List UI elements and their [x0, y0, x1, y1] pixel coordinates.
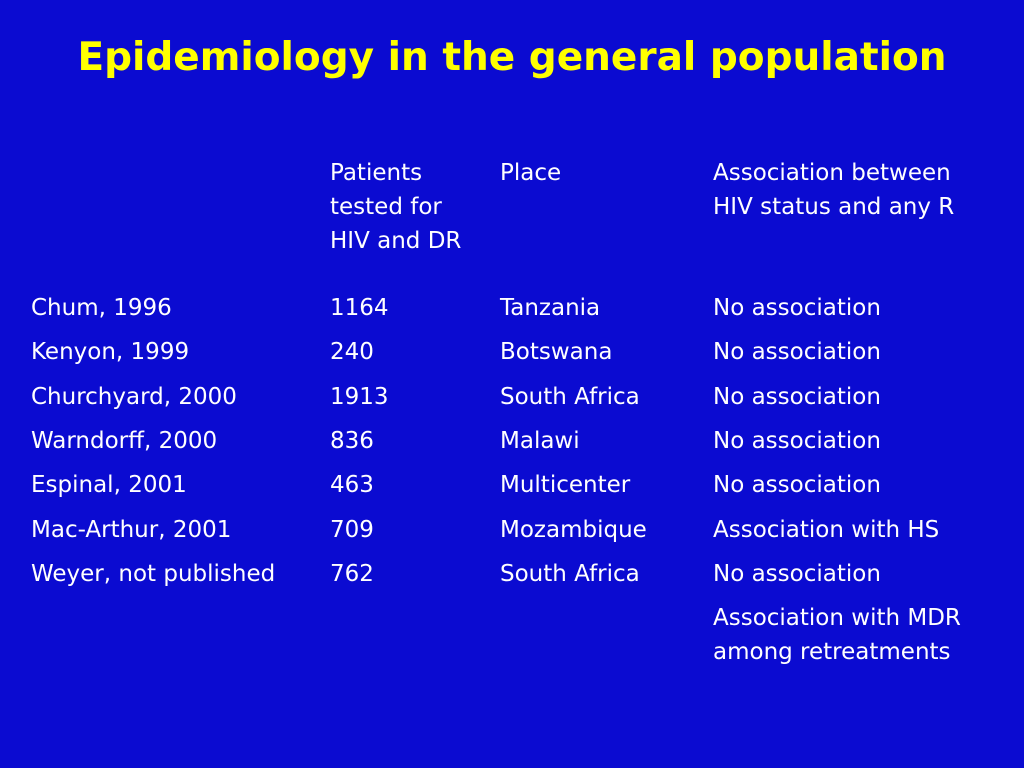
table-row-place: South Africa — [500, 561, 640, 587]
table-row-association: Association with MDR among retreatments — [713, 605, 961, 665]
table-row-place: Tanzania — [500, 295, 601, 321]
table-row-place: South Africa — [500, 384, 640, 410]
table-row-patients: 709 — [330, 517, 374, 543]
table-row-patients: 463 — [330, 472, 374, 498]
table-row-place: Multicenter — [500, 472, 631, 498]
header-patients: Patients tested for HIV and DR — [330, 160, 462, 254]
table-row-study: Kenyon, 1999 — [31, 339, 190, 365]
table-row-association: No association — [713, 295, 881, 321]
table-row-study: Warndorff, 2000 — [31, 428, 218, 454]
table-row-patients: 762 — [330, 561, 374, 587]
table-row-association: No association — [713, 428, 881, 454]
table-row-association: No association — [713, 339, 881, 365]
table-row-patients: 1164 — [330, 295, 389, 321]
table-row-study: Mac-Arthur, 2001 — [31, 517, 232, 543]
table-row-patients: 240 — [330, 339, 374, 365]
table-row-association: No association — [713, 472, 881, 498]
table-row-study: Espinal, 2001 — [31, 472, 187, 498]
table-row-study: Churchyard, 2000 — [31, 384, 237, 410]
table-row-place: Botswana — [500, 339, 613, 365]
table-row-patients: 1913 — [330, 384, 389, 410]
table-row-place: Mozambique — [500, 517, 647, 543]
table-row-study: Chum, 1996 — [31, 295, 172, 321]
table-row-association: No association — [713, 384, 881, 410]
table-row-study: Weyer, not published — [31, 561, 276, 587]
table-row-patients: 836 — [330, 428, 374, 454]
slide-title: Epidemiology in the general population — [77, 35, 947, 80]
header-association: Association between HIV status and any R — [713, 160, 955, 220]
table-row-association: No association — [713, 561, 881, 587]
table-row-place: Malawi — [500, 428, 580, 454]
table-row-association: Association with HS — [713, 517, 940, 543]
header-place: Place — [500, 160, 562, 186]
